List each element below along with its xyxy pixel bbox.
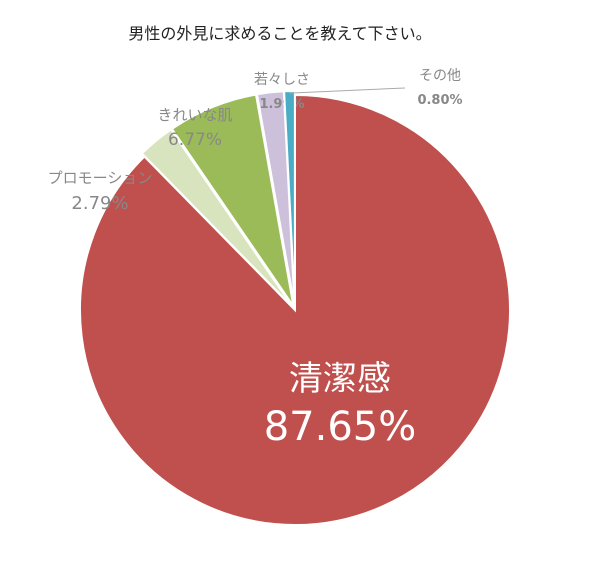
slice-value-1: 2.79%	[71, 193, 128, 214]
pie-slice-1	[140, 128, 294, 308]
pie-slice-0	[79, 93, 511, 526]
slice-value-4: 0.80%	[417, 93, 462, 108]
pie-slice-4	[283, 90, 296, 307]
slice-label-1: プロモーション	[48, 169, 153, 187]
pie-slice-2	[170, 93, 295, 307]
slice-label-0: 清潔感	[289, 359, 391, 399]
slice-value-3: 1.99%	[259, 97, 304, 112]
slice-label-2: きれいな肌	[157, 106, 232, 124]
slice-label-4: その他	[419, 68, 461, 84]
slice-value-2: 6.77%	[168, 130, 222, 150]
chart-title: 男性の外見に求めることを教えて下さい。	[128, 24, 432, 43]
leader-line	[289, 87, 406, 94]
slice-label-3: 若々しさ	[254, 72, 310, 88]
slice-value-0: 87.65%	[264, 404, 417, 450]
